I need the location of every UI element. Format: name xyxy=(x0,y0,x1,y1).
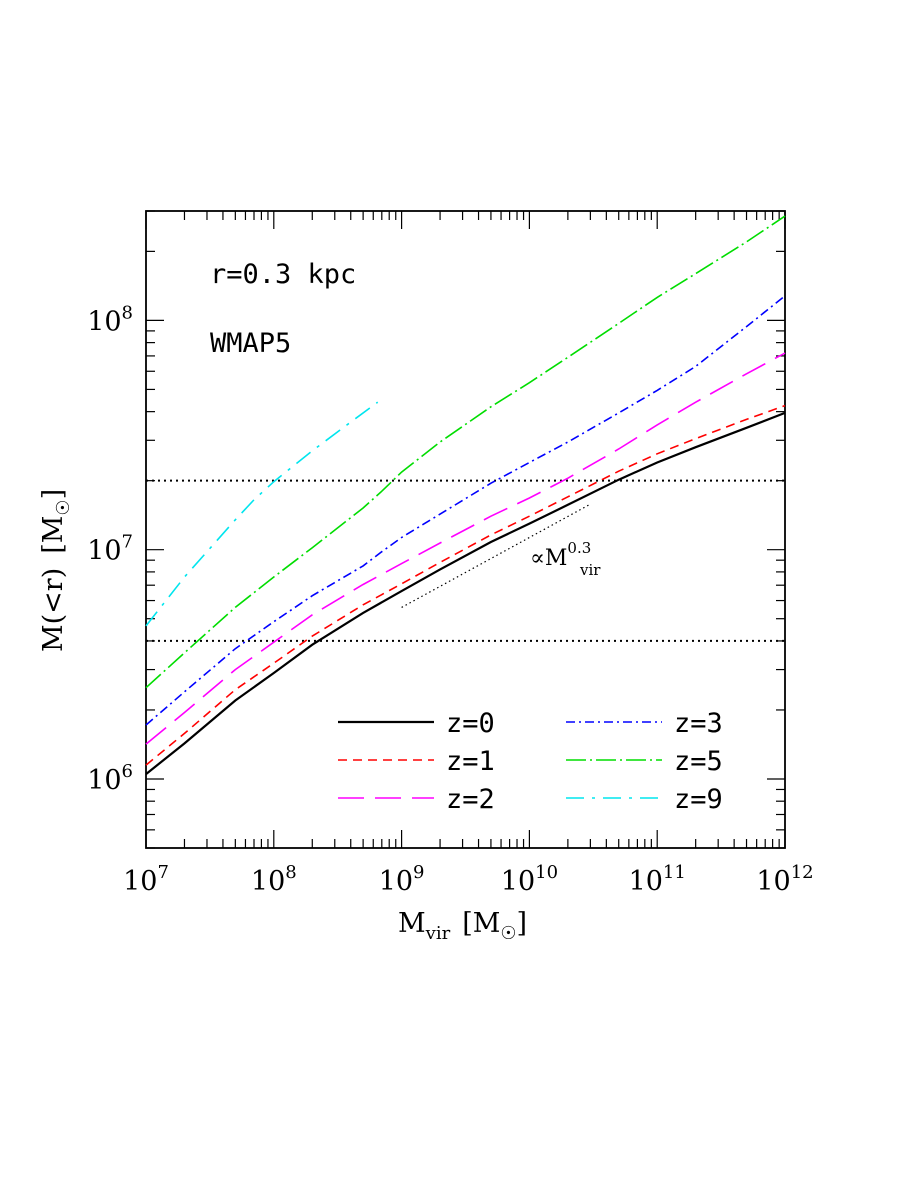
y-tick-labels: 106 107 108 xyxy=(87,302,133,796)
minor-ticks xyxy=(146,210,785,849)
y-axis-label-unit-open: [M xyxy=(38,516,69,554)
radius-annotation: r=0.3 kpc xyxy=(210,259,356,290)
y-axis-label-unit-close: ] xyxy=(38,489,69,500)
y-axis-label: M(<r) [M☉] xyxy=(38,489,74,652)
reference-lines xyxy=(146,479,785,642)
series-line-4 xyxy=(145,215,786,689)
annotations: r=0.3 kpc WMAP5 ∝M0.3 vir xyxy=(210,259,601,579)
legend-label: z=1 xyxy=(446,746,495,777)
y-axis-label-sun-symbol: ☉ xyxy=(53,499,74,515)
series-line-2 xyxy=(145,352,786,745)
x-tick-label: 1012 xyxy=(756,862,813,897)
slope-annotation-sup: 0.3 xyxy=(567,539,591,557)
x-axis-label-sub: vir xyxy=(425,923,451,944)
legend-label: z=5 xyxy=(674,746,723,777)
y-axis-label-main: M(<r) xyxy=(38,568,69,652)
legend-label: z=9 xyxy=(674,784,723,815)
legend-label: z=0 xyxy=(446,708,495,739)
x-axis-label-unit-open: [M xyxy=(462,908,500,939)
major-ticks xyxy=(145,211,786,848)
cosmology-annotation: WMAP5 xyxy=(210,328,291,359)
x-axis-label-sun-symbol: ☉ xyxy=(500,923,516,944)
series-line-0 xyxy=(145,411,786,775)
plot-frame xyxy=(145,210,786,849)
svg-text:M(<r)[M☉]: M(<r) [M☉] xyxy=(38,489,74,652)
series-line-5 xyxy=(145,401,379,627)
y-tick-label: 108 xyxy=(87,302,133,337)
series-lines xyxy=(145,215,786,775)
x-tick-labels: 107 108 109 1010 1011 1012 xyxy=(123,862,814,897)
x-axis-label-main: M xyxy=(398,908,426,939)
slope-annotation-prefix: ∝M xyxy=(530,546,567,571)
legend-label: z=2 xyxy=(446,784,495,815)
slope-annotation: ∝M0.3 vir xyxy=(530,539,601,579)
x-tick-label: 108 xyxy=(251,862,297,897)
y-tick-label: 107 xyxy=(87,532,133,567)
series-line-3 xyxy=(145,295,786,726)
x-axis-label-unit-close: ] xyxy=(517,908,528,939)
slope-annotation-sub: vir xyxy=(579,561,601,579)
series-line-1 xyxy=(145,404,786,766)
legend: z=0 z=1 z=2 z=3 z=5 z=9 xyxy=(338,708,723,815)
y-tick-label: 106 xyxy=(87,761,133,796)
legend-label: z=3 xyxy=(674,708,723,739)
x-tick-label: 109 xyxy=(379,862,425,897)
x-axis-label: Mvir [M☉] xyxy=(398,908,527,944)
x-tick-label: 1011 xyxy=(629,862,686,897)
x-tick-label: 1010 xyxy=(501,862,558,897)
svg-text:Mvir[M☉]: Mvir [M☉] xyxy=(398,908,527,944)
x-tick-label: 107 xyxy=(123,862,169,897)
